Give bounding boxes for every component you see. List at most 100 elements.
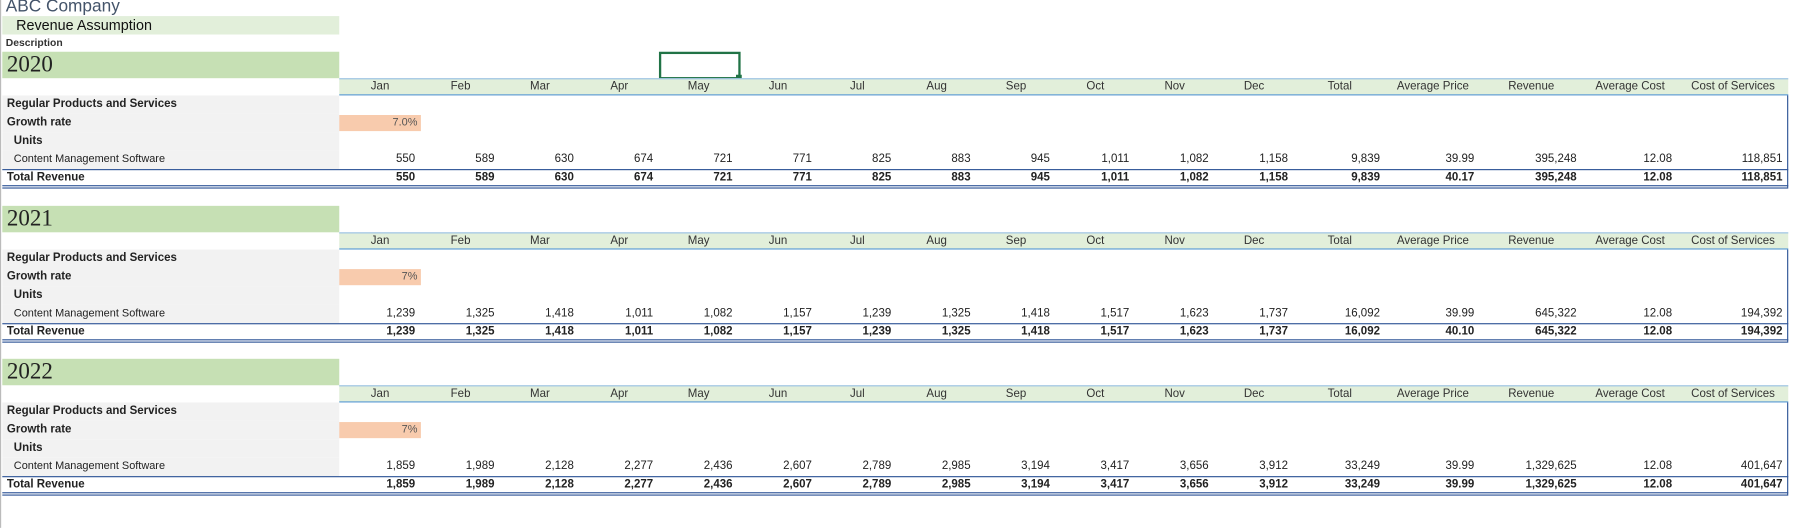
product-value: 39.99: [1445, 460, 1475, 473]
total-value: 12.08: [1643, 478, 1673, 492]
column-header: Average Price: [1396, 387, 1469, 401]
total-value: 118,851: [1741, 171, 1783, 184]
product-value: 1,325: [941, 306, 971, 320]
column-header: Cost of Services: [1691, 80, 1775, 94]
total-value: 1,859: [386, 478, 416, 492]
total-value: 1,239: [386, 324, 416, 338]
total-value: 1,325: [465, 324, 495, 338]
product-value: 12.08: [1643, 152, 1673, 166]
subtitle: Revenue Assumption: [2, 16, 340, 35]
total-value: 33,249: [1344, 478, 1380, 492]
row-label: Content Management Software: [2, 150, 340, 170]
total-value: 401,647: [1740, 478, 1783, 492]
total-value: 1,623: [1179, 324, 1209, 338]
total-value: 2,436: [703, 478, 733, 492]
total-value: 12.08: [1643, 171, 1673, 184]
total-value: 825: [872, 171, 892, 184]
table-right-border: [1787, 402, 1789, 495]
product-value: 2,128: [545, 460, 574, 473]
column-header: Total: [1327, 387, 1352, 401]
product-value: 645,322: [1535, 306, 1577, 320]
product-value: 1,517: [1100, 306, 1130, 320]
selected-cell[interactable]: [658, 51, 741, 80]
total-value: 9,839: [1351, 171, 1380, 184]
total-value: 1,157: [783, 324, 812, 338]
total-value: 1,737: [1259, 324, 1288, 338]
total-value: 39.99: [1445, 478, 1475, 492]
column-header: Dec: [1243, 80, 1265, 94]
column-header: May: [687, 80, 710, 94]
column-header: May: [687, 234, 710, 247]
total-bottom-border: [2, 185, 1789, 189]
column-header: Aug: [926, 234, 947, 247]
column-header: Jun: [768, 80, 788, 94]
product-value: 2,436: [703, 460, 733, 473]
column-header: Mar: [530, 80, 550, 94]
total-value: 3,912: [1259, 478, 1288, 492]
header-row: [339, 78, 1789, 96]
column-header: Average Price: [1396, 234, 1469, 247]
table-right-border: [1787, 95, 1789, 188]
row-label: Growth rate: [2, 113, 340, 133]
column-header: Dec: [1243, 234, 1265, 247]
product-value: 1,239: [862, 306, 892, 320]
table-right-border: [1787, 248, 1789, 341]
total-value: 674: [634, 171, 654, 184]
product-value: 825: [872, 152, 892, 166]
company-title: ABC Company: [5, 0, 120, 17]
column-header: Apr: [610, 387, 629, 401]
column-header: Aug: [926, 80, 947, 94]
total-value: 2,607: [783, 478, 812, 492]
total-value: 721: [713, 171, 733, 184]
product-value: 3,194: [1021, 460, 1050, 473]
total-value: 40.17: [1445, 171, 1475, 184]
total-value: 550: [395, 171, 416, 184]
column-header: Sep: [1005, 234, 1027, 247]
total-value: 395,248: [1535, 171, 1577, 184]
product-value: 33,249: [1344, 460, 1380, 473]
product-value: 9,839: [1351, 152, 1380, 166]
column-header: Aug: [926, 387, 947, 401]
column-header: Average Cost: [1595, 387, 1665, 401]
product-value: 721: [713, 152, 733, 166]
total-value: 1,011: [1101, 171, 1130, 184]
column-header: Jun: [768, 234, 788, 247]
row-label: Growth rate: [2, 267, 340, 286]
column-header: Nov: [1164, 80, 1185, 94]
total-value: 771: [792, 171, 812, 184]
column-header: Nov: [1164, 234, 1185, 247]
row-label: Units: [2, 132, 340, 151]
column-header: Jun: [768, 387, 788, 401]
column-header: Oct: [1086, 234, 1105, 247]
row-label: Regular Products and Services: [2, 248, 340, 268]
product-value: 395,248: [1535, 152, 1577, 166]
description: Description: [5, 36, 63, 49]
product-value: 2,789: [862, 460, 892, 473]
total-value: 645,322: [1535, 324, 1577, 338]
product-value: 1,989: [465, 460, 495, 473]
row-label: Total Revenue: [6, 324, 85, 338]
product-value: 771: [792, 152, 812, 166]
product-value: 3,417: [1100, 460, 1130, 473]
column-header: Apr: [610, 234, 629, 247]
product-value: 1,418: [545, 306, 574, 320]
product-value: 1,082: [1179, 152, 1209, 166]
total-value: 1,082: [1179, 171, 1209, 184]
selection-handle: [736, 74, 742, 81]
total-value: 3,194: [1021, 478, 1050, 492]
column-header: Oct: [1086, 80, 1105, 94]
product-value: 1,011: [625, 306, 654, 320]
row-label: Regular Products and Services: [2, 95, 340, 114]
column-header: Revenue: [1508, 234, 1555, 247]
product-value: 589: [475, 152, 495, 166]
column-header: Cost of Services: [1691, 234, 1775, 247]
product-value: 1,011: [1101, 152, 1130, 166]
product-value: 2,985: [941, 460, 971, 473]
total-top-border: [2, 169, 1789, 171]
year-band: 2020: [2, 51, 340, 79]
column-header: Average Cost: [1595, 234, 1665, 247]
row-label: Total Revenue: [6, 478, 85, 492]
total-value: 1,325: [941, 324, 971, 338]
column-header: Dec: [1243, 387, 1265, 401]
